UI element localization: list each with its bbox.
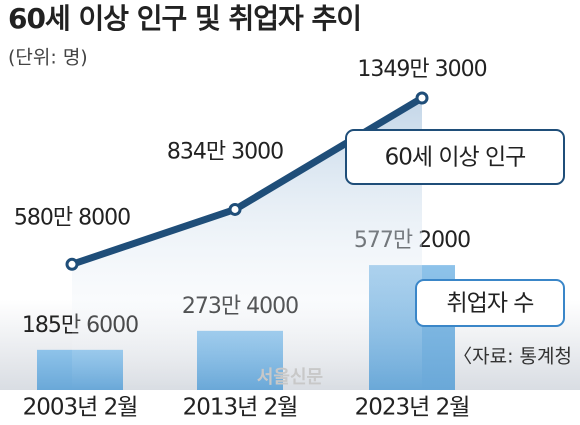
line-point bbox=[228, 202, 242, 216]
x-tick-label: 2003년 2월 bbox=[23, 395, 138, 421]
line-value-label: 1349만 3000 bbox=[357, 57, 486, 82]
legend-box bbox=[415, 279, 565, 327]
chart-subtitle: (단위: 명) bbox=[8, 47, 88, 69]
line-point bbox=[65, 257, 79, 271]
legend-line: 60세 이상 인구 bbox=[345, 129, 565, 185]
legend-box bbox=[345, 129, 565, 185]
x-tick-label: 2013년 2월 bbox=[183, 395, 298, 421]
line-value-label: 580만 8000 bbox=[14, 205, 130, 230]
line-point bbox=[415, 91, 429, 105]
x-tick-label: 2023년 2월 bbox=[355, 395, 470, 421]
legend-label: 60세 이상 인구 bbox=[385, 145, 526, 171]
legend-bar: 취업자 수 bbox=[415, 279, 565, 327]
line-value-label: 834만 3000 bbox=[167, 139, 283, 164]
watermark: 서울신문 bbox=[257, 367, 323, 388]
legend-label: 취업자 수 bbox=[447, 291, 534, 317]
chart-title: 60세 이상 인구 및 취업자 추이 bbox=[8, 2, 361, 35]
source: 〈자료: 통계청 bbox=[453, 346, 572, 368]
line-area bbox=[72, 98, 422, 390]
